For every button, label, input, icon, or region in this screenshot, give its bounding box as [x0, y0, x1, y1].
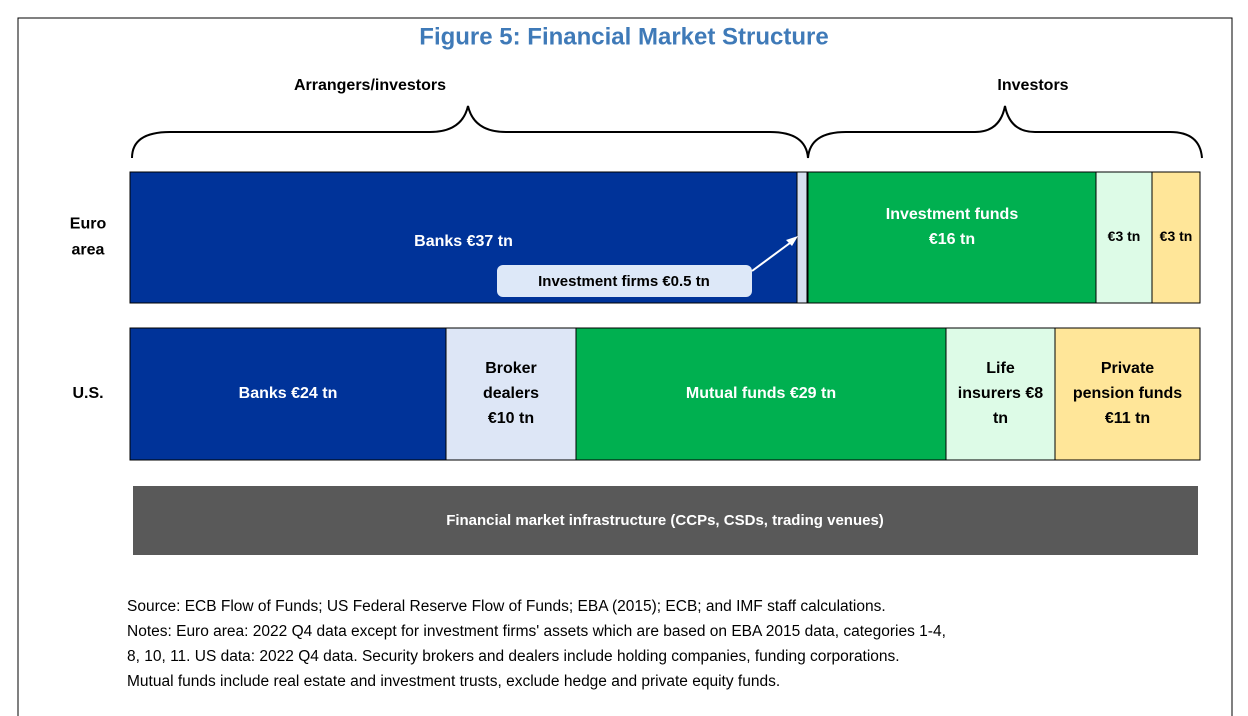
- segment-label: Banks €24 tn: [239, 385, 338, 402]
- group-label: Arrangers/investors: [294, 77, 446, 94]
- segment-label: Mutual funds €29 tn: [686, 385, 836, 402]
- segment-label: €3 tn: [1108, 228, 1141, 244]
- segment-label: €16 tn: [929, 231, 975, 248]
- segment-label: Banks €37 tn: [414, 233, 513, 250]
- segment-label: €11 tn: [1105, 410, 1150, 427]
- segment-label: Broker: [485, 360, 537, 377]
- segment-label: Private: [1101, 360, 1154, 377]
- segment: [945, 327, 1056, 461]
- group-label: Investors: [997, 77, 1068, 94]
- segment: [1095, 171, 1153, 304]
- note: 8, 10, 11. US data: 2022 Q4 data. Securi…: [127, 648, 900, 665]
- segment-label: Life: [986, 360, 1015, 377]
- callout: Investment firms €0.5 tn: [538, 273, 710, 290]
- segment: [807, 171, 1097, 304]
- row-label: Euro: [70, 216, 107, 233]
- segment: [1054, 327, 1201, 461]
- segment: [796, 171, 808, 304]
- note: Notes: Euro area: 2022 Q4 data except fo…: [127, 623, 946, 640]
- segment-label: Investment funds: [886, 206, 1019, 223]
- segment-label: €3 tn: [1160, 228, 1193, 244]
- infrastructure-bar: [133, 486, 1198, 555]
- segment-label: dealers: [483, 385, 539, 402]
- brace: [131, 105, 809, 159]
- segment-label: insurers €8: [958, 385, 1043, 402]
- segment-label: pension funds: [1073, 385, 1182, 402]
- frame: [17, 17, 1233, 716]
- segment: [1151, 171, 1201, 304]
- row-label: area: [72, 242, 105, 259]
- source: Source: ECB Flow of Funds; US Federal Re…: [127, 598, 886, 615]
- row-label: U.S.: [72, 385, 103, 402]
- segment: [445, 327, 577, 461]
- arrow: [751, 239, 795, 272]
- brace: [807, 105, 1203, 159]
- note: Mutual funds include real estate and inv…: [127, 673, 780, 690]
- arrow-head: [786, 236, 798, 246]
- title: Figure 5: Financial Market Structure: [419, 23, 828, 50]
- segment-label: tn: [993, 410, 1008, 427]
- segment-label: €10 tn: [488, 410, 534, 427]
- callout-box: [497, 265, 752, 297]
- infrastructure-label: Financial market infrastructure (CCPs, C…: [446, 512, 884, 529]
